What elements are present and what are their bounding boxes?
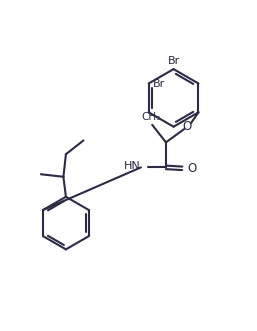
Text: O: O bbox=[187, 162, 197, 175]
Text: Br: Br bbox=[168, 56, 180, 66]
Text: HN: HN bbox=[124, 161, 141, 171]
Text: CH₃: CH₃ bbox=[141, 112, 161, 122]
Text: O: O bbox=[183, 119, 192, 133]
Text: Br: Br bbox=[153, 78, 166, 88]
